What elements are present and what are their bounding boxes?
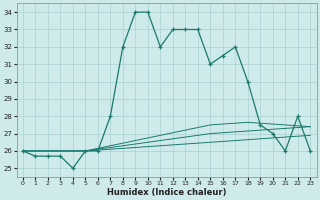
X-axis label: Humidex (Indice chaleur): Humidex (Indice chaleur) — [107, 188, 226, 197]
